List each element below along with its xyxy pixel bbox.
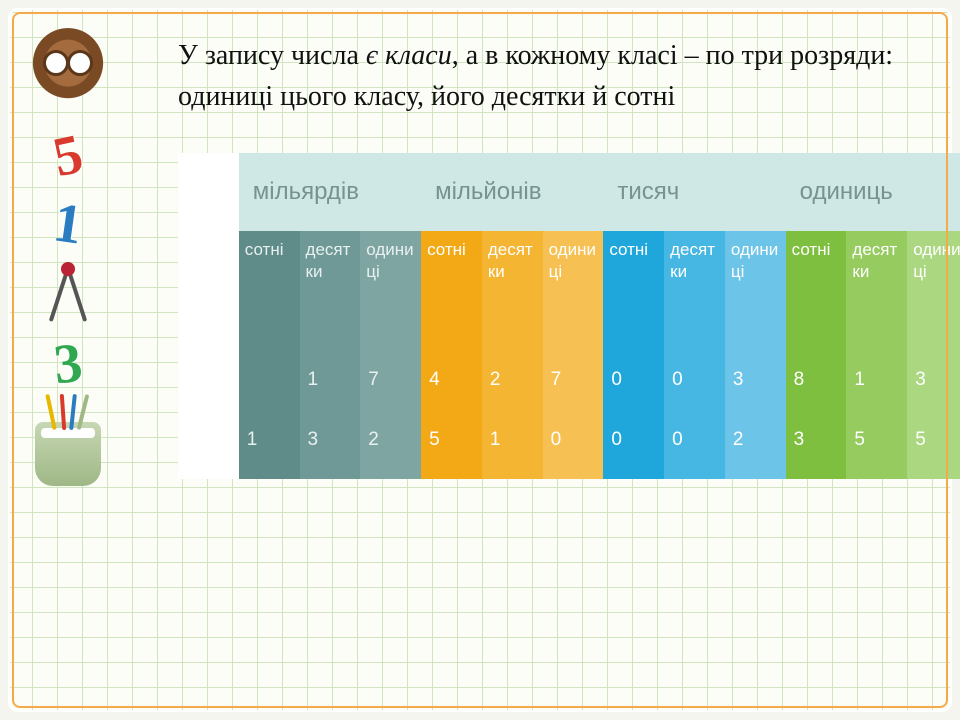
r2c2: 3 [300,419,361,479]
r1c5: 2 [482,359,543,419]
r1c1 [239,359,300,419]
r1c7: 0 [603,359,664,419]
heading-pre: У запису числа [178,40,366,71]
pencil-cup-icon [35,422,101,486]
class-header-thousands: тисяч [603,153,785,231]
sub-g3-hundreds: сотні [603,231,664,359]
class-header-millions: мільйонів [421,153,603,231]
compass-icon [37,264,99,326]
owl-icon [29,28,107,106]
data-row-1: 1 7 4 2 7 0 0 3 8 1 3 [178,359,960,419]
r1c4: 4 [421,359,482,419]
content-area: У запису числа є класи, а в кожному клас… [178,36,916,479]
sub-g2-ones: одиниці [543,231,604,359]
page-frame: 5 1 3 У запису числа є класи, а в кожном… [8,8,952,712]
digit-5-decoration: 5 [17,119,119,193]
r2c4: 5 [421,419,482,479]
data-row-2: 1 3 2 5 1 0 0 0 2 3 5 5 [178,419,960,479]
sub-g4-ones: одиниці [907,231,960,359]
r2c6: 0 [543,419,604,479]
r2c9: 2 [725,419,786,479]
r1c9: 3 [725,359,786,419]
blank-r2 [178,419,239,479]
sub-g2-tens: десятки [482,231,543,359]
r1c12: 3 [907,359,960,419]
r2c5: 1 [482,419,543,479]
place-value-table: мільярдів мільйонів тисяч одиниць сотні … [178,153,960,479]
sub-g1-tens: десятки [300,231,361,359]
blank-header [178,153,239,231]
heading-italic: є класи [366,40,452,71]
r2c10: 3 [786,419,847,479]
sub-g1-ones: одиниці [360,231,421,359]
r2c8: 0 [664,419,725,479]
blank-r1 [178,359,239,419]
r2c11: 5 [846,419,907,479]
r2c1: 1 [239,419,300,479]
r2c12: 5 [907,419,960,479]
r1c11: 1 [846,359,907,419]
sub-g4-tens: десятки [846,231,907,359]
class-header-units: одиниць [786,153,960,231]
sub-g2-hundreds: сотні [421,231,482,359]
subheader-row: сотні десятки одиниці сотні десятки один… [178,231,960,359]
heading-text: У запису числа є класи, а в кожному клас… [178,36,916,117]
sub-g4-hundreds: сотні [786,231,847,359]
r1c6: 7 [543,359,604,419]
r2c7: 0 [603,419,664,479]
r1c3: 7 [360,359,421,419]
r2c3: 2 [360,419,421,479]
decorative-sidebar: 5 1 3 [22,22,114,714]
class-header-row: мільярдів мільйонів тисяч одиниць [178,153,960,231]
class-header-billions: мільярдів [239,153,421,231]
sub-g3-tens: десятки [664,231,725,359]
sub-g1-hundreds: сотні [239,231,300,359]
r1c8: 0 [664,359,725,419]
r1c10: 8 [786,359,847,419]
digit-1-decoration: 1 [19,190,118,258]
r1c2: 1 [300,359,361,419]
digit-3-decoration: 3 [19,331,116,396]
blank-sub [178,231,239,359]
sub-g3-ones: одиниці [725,231,786,359]
